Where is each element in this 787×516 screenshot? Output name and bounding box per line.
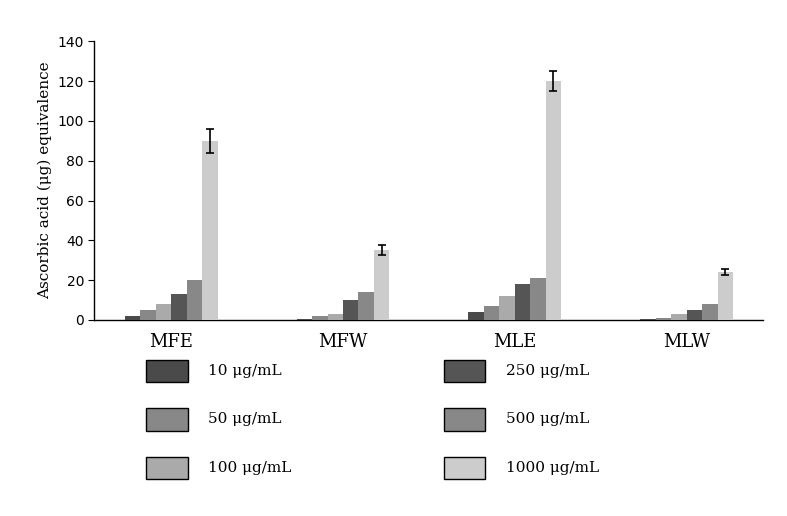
Bar xyxy=(374,250,390,320)
Bar xyxy=(202,141,218,320)
Bar xyxy=(499,296,515,320)
Bar xyxy=(530,278,545,320)
Bar xyxy=(297,319,312,320)
Text: 1000 μg/mL: 1000 μg/mL xyxy=(506,461,600,475)
Text: 100 μg/mL: 100 μg/mL xyxy=(209,461,292,475)
Bar xyxy=(343,300,359,320)
Bar xyxy=(468,312,484,320)
Text: 50 μg/mL: 50 μg/mL xyxy=(209,412,282,426)
Bar xyxy=(312,316,327,320)
Bar xyxy=(172,294,187,320)
FancyBboxPatch shape xyxy=(444,408,486,430)
Y-axis label: Ascorbic acid (μg) equivalence: Ascorbic acid (μg) equivalence xyxy=(38,62,52,299)
Bar xyxy=(640,319,656,320)
Bar xyxy=(484,306,499,320)
FancyBboxPatch shape xyxy=(146,408,187,430)
FancyBboxPatch shape xyxy=(444,457,486,479)
Bar xyxy=(125,316,140,320)
Bar xyxy=(140,310,156,320)
Bar xyxy=(671,314,686,320)
Bar xyxy=(156,304,172,320)
Bar xyxy=(702,304,718,320)
Text: 500 μg/mL: 500 μg/mL xyxy=(506,412,589,426)
Text: 250 μg/mL: 250 μg/mL xyxy=(506,364,589,378)
FancyBboxPatch shape xyxy=(146,360,187,382)
Bar xyxy=(545,81,561,320)
Bar xyxy=(515,284,530,320)
Bar xyxy=(187,280,202,320)
FancyBboxPatch shape xyxy=(146,457,187,479)
Bar xyxy=(656,318,671,320)
FancyBboxPatch shape xyxy=(444,360,486,382)
Bar xyxy=(718,272,733,320)
Bar xyxy=(686,310,702,320)
Bar xyxy=(327,314,343,320)
Text: 10 μg/mL: 10 μg/mL xyxy=(209,364,282,378)
Bar xyxy=(359,292,374,320)
